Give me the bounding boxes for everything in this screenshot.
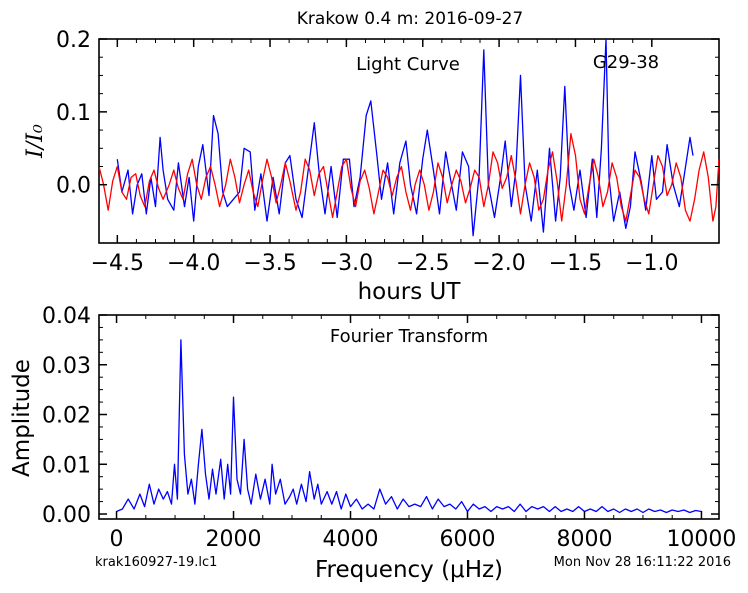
- fourier-ytick-label: 0.01: [42, 453, 91, 478]
- light-curve-xtick-label: −2.0: [472, 251, 525, 276]
- fourier-ticks-group: 0 2000 4000 6000 8000 10000 0.00 0.01 0.02 0.03 0.…: [42, 304, 736, 552]
- light-curve-xtick-label: −2.5: [396, 251, 449, 276]
- fourier-ytick-label: 0.04: [42, 304, 91, 329]
- light-curve-title: Light Curve: [356, 54, 460, 75]
- fourier-xtick-label: 8000: [556, 527, 612, 552]
- figure-title: Krakow 0.4 m: 2016-09-27: [297, 9, 523, 29]
- fourier-xlabel: Frequency (μHz): [315, 557, 503, 583]
- light-curve-xtick-label: −3.5: [243, 251, 296, 276]
- fourier-xtick-label: 6000: [439, 527, 495, 552]
- fourier-xtick-label: 10000: [666, 527, 736, 552]
- light-curve-xtick-label: −1.5: [549, 251, 602, 276]
- source-file-label: krak160927-19.lc1: [95, 555, 217, 570]
- light-curve-ylabel: I/I₀: [23, 124, 48, 159]
- light-curve-xlabel: hours UT: [358, 279, 462, 305]
- light-curve-ytick-label: 0.1: [56, 101, 91, 126]
- light-curve-series-group: [99, 39, 719, 237]
- fourier-ytick-label: 0.00: [42, 503, 91, 528]
- light-curve-xtick-label: −3.0: [320, 251, 373, 276]
- light-curve-xtick-label: −4.5: [91, 251, 144, 276]
- fourier-series-group: [116, 339, 702, 514]
- light-curve-ticks-group: −4.5 −4.0 −3.5 −3.0 −2.5 −2.0 −1.5 −1.0 0.0 0.1 0.…: [56, 28, 719, 276]
- star-name-label: G29-38: [593, 52, 659, 73]
- fourier-panel: 0 2000 4000 6000 8000 10000 0.00 0.01 0.02 0.03 0.…: [9, 304, 736, 583]
- light-curve-axes-frame: [98, 38, 720, 244]
- fourier-xtick-label: 0: [110, 527, 124, 552]
- light-curve-panel: −4.5 −4.0 −3.5 −3.0 −2.5 −2.0 −1.5 −1.0 0.0 0.1 0.…: [23, 28, 720, 305]
- light-curve-xtick-label: −4.0: [167, 251, 220, 276]
- light-curve-series-1-line: [99, 133, 719, 222]
- light-curve-xtick-label: −1.0: [625, 251, 678, 276]
- fourier-xtick-label: 4000: [323, 527, 379, 552]
- timestamp-label: Mon Nov 28 16:11:22 2016: [554, 555, 731, 570]
- fourier-series-0-line: [116, 339, 702, 514]
- fourier-title: Fourier Transform: [330, 326, 488, 347]
- light-curve-series-0-line: [116, 39, 694, 237]
- fourier-ytick-label: 0.02: [42, 404, 91, 429]
- light-curve-ytick-label: 0.2: [56, 28, 91, 53]
- fourier-ylabel: Amplitude: [9, 359, 35, 477]
- fourier-xtick-label: 2000: [206, 527, 262, 552]
- fourier-ytick-label: 0.03: [42, 354, 91, 379]
- light-curve-ytick-label: 0.0: [56, 174, 91, 199]
